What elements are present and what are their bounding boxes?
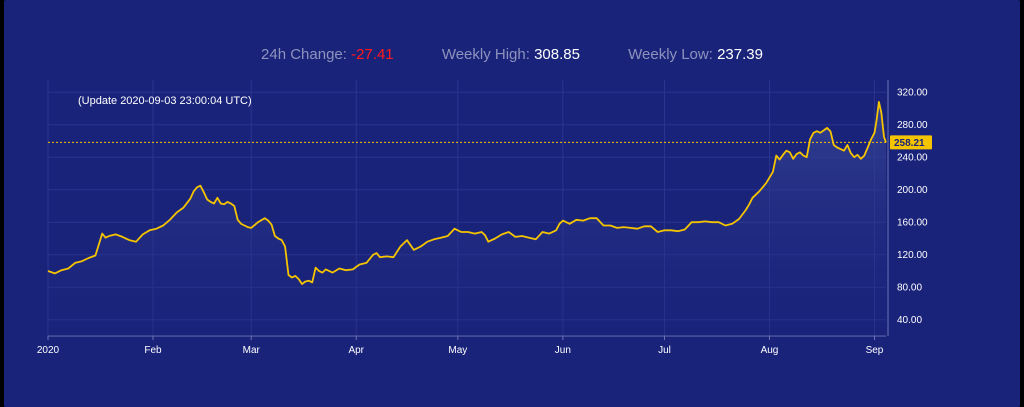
x-tick-label: Feb <box>144 345 162 356</box>
price-chart[interactable]: 40.00 80.00 120.00 160.00 200.00 240.00 280.00… <box>4 0 1020 407</box>
high-value: 308.85 <box>534 46 580 63</box>
y-tick-label: 240.00 <box>897 153 928 164</box>
chart-panel: 24h Change: -27.41 Weekly High: 308.85 W… <box>4 0 1020 407</box>
series-area-fill <box>48 101 886 337</box>
stats-bar: 24h Change: -27.41 Weekly High: 308.85 W… <box>4 46 1020 63</box>
y-tick-label: 40.00 <box>897 315 922 326</box>
change-value: -27.41 <box>351 46 394 63</box>
low-value: 237.39 <box>717 46 763 63</box>
x-tick-label: Jul <box>658 345 671 356</box>
y-tick-label: 200.00 <box>897 185 928 196</box>
y-tick-label: 120.00 <box>897 250 928 261</box>
y-tick-label: 80.00 <box>897 283 922 294</box>
x-tick-label: Sep <box>866 345 884 356</box>
x-tick-label: Jun <box>555 345 571 356</box>
x-tick-label: Apr <box>348 345 364 356</box>
low-label: Weekly Low: <box>628 46 713 63</box>
x-tick-label: Aug <box>761 345 779 356</box>
y-tick-label: 320.00 <box>897 88 928 99</box>
current-price-label: 258.21 <box>894 138 925 149</box>
stat-24h-change: 24h Change: -27.41 <box>261 46 394 63</box>
stat-weekly-high: Weekly High: 308.85 <box>442 46 580 63</box>
series-line <box>47 101 887 285</box>
x-tick-label: 2020 <box>37 345 60 356</box>
high-label: Weekly High: <box>441 46 530 63</box>
update-timestamp: (Update 2020-09-03 23:00:04 UTC) <box>78 95 252 107</box>
y-tick-label: 280.00 <box>897 120 928 131</box>
y-tick-label: 160.00 <box>897 218 928 229</box>
current-price-tag <box>890 135 932 150</box>
x-tick-label: Mar <box>243 345 261 356</box>
change-label: 24h Change: <box>261 46 347 63</box>
stat-weekly-low: Weekly Low: 237.39 <box>628 46 763 63</box>
x-tick-label: May <box>448 345 467 356</box>
